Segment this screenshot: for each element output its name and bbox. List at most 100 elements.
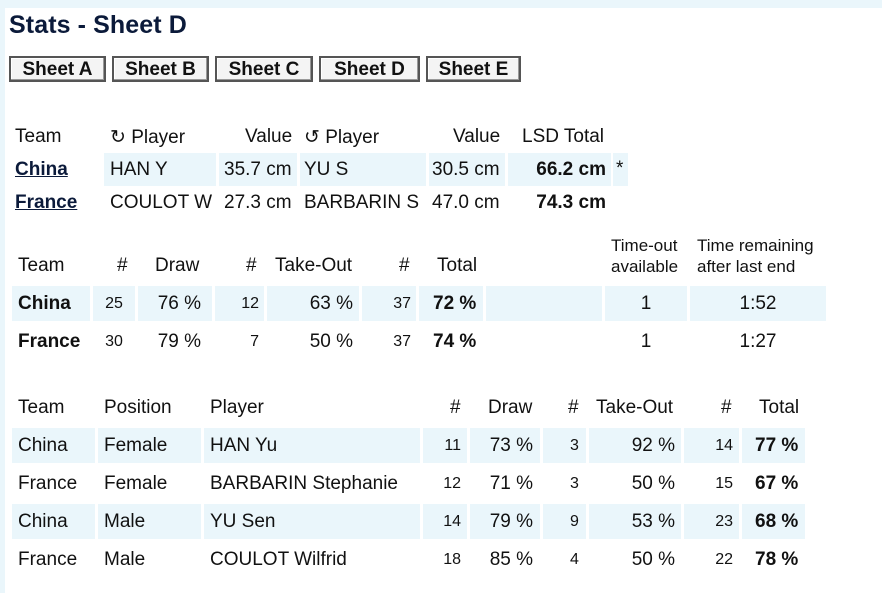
ps-takeout: 92 % — [631, 435, 675, 456]
ts-total: 74 % — [433, 331, 477, 352]
ts-header-n3: # — [399, 255, 410, 276]
tab-sheet-c[interactable]: Sheet C — [215, 56, 313, 82]
ts-header-takeout: Take-Out — [275, 255, 353, 276]
ps-takeout: 53 % — [631, 511, 675, 532]
ts-team: China — [18, 293, 71, 314]
ts-timeout: 1 — [640, 331, 652, 352]
ps-position: Female — [104, 473, 168, 494]
ts-header-team: Team — [18, 255, 65, 276]
team-link-china[interactable]: China — [15, 159, 68, 180]
tab-sheet-b[interactable]: Sheet B — [112, 56, 209, 82]
ts-cell-bg — [93, 286, 135, 321]
lsd-player2: BARBARIN S — [304, 192, 420, 213]
lsd-player1: COULOT W — [110, 192, 213, 213]
ps-header-player: Player — [210, 397, 264, 418]
ps-cell-bg — [589, 504, 681, 539]
ts-header-time-2: after last end — [697, 257, 796, 276]
ts-takeout: 63 % — [309, 293, 353, 314]
ts-header-timeout-1: Time-out — [611, 236, 678, 255]
ps-cell-bg — [684, 504, 739, 539]
ts-draw: 79 % — [157, 331, 201, 352]
ps-player: COULOT Wilfrid — [210, 549, 347, 570]
ts-takeout: 50 % — [309, 331, 353, 352]
lsd-cell-bg — [429, 153, 505, 186]
ts-header-draw: Draw — [155, 255, 200, 276]
ps-position: Male — [104, 549, 146, 570]
ps-cell-bg — [543, 428, 586, 463]
lsd-cell-bg — [300, 153, 426, 186]
ps-n2: 3 — [570, 437, 579, 454]
ps-header-n3: # — [721, 397, 732, 418]
ps-n3: 23 — [715, 513, 733, 530]
ps-cell-bg — [470, 428, 540, 463]
lsd-header-team: Team — [15, 126, 62, 147]
ps-n2: 9 — [570, 513, 579, 530]
ps-draw: 73 % — [489, 435, 533, 456]
ps-cell-bg — [589, 428, 681, 463]
ps-cell-bg — [12, 428, 95, 463]
ps-header-total: Total — [759, 397, 800, 418]
ps-n3: 22 — [715, 551, 733, 568]
ts-timeout: 1 — [640, 293, 652, 314]
ps-player: BARBARIN Stephanie — [210, 473, 398, 494]
ps-total: 67 % — [755, 473, 799, 494]
ps-header-n1: # — [450, 397, 461, 418]
ps-position: Female — [104, 435, 168, 456]
ps-takeout: 50 % — [631, 549, 675, 570]
team-link-france[interactable]: France — [15, 192, 78, 213]
ps-cell-bg — [204, 504, 420, 539]
ps-cell-bg — [98, 428, 201, 463]
left-strip — [0, 0, 5, 593]
ts-n2: 7 — [250, 333, 259, 350]
ts-total: 72 % — [433, 293, 477, 314]
ps-team: China — [18, 511, 68, 532]
ps-position: Male — [104, 511, 146, 532]
ps-total: 77 % — [755, 435, 799, 456]
ps-header-takeout: Take-Out — [596, 397, 674, 418]
ts-cell-bg — [362, 286, 416, 321]
ps-cell-bg — [543, 504, 586, 539]
ts-cell-bg — [690, 286, 826, 321]
ps-draw: 79 % — [489, 511, 533, 532]
ps-header-team: Team — [18, 397, 65, 418]
ts-cell-bg — [215, 286, 264, 321]
top-strip — [0, 0, 882, 8]
ts-team: France — [18, 331, 81, 352]
ps-takeout: 50 % — [631, 473, 675, 494]
ps-n2: 4 — [570, 551, 579, 568]
tab-sheet-e[interactable]: Sheet E — [426, 56, 521, 82]
tab-sheet-a[interactable]: Sheet A — [9, 56, 106, 82]
ps-total: 68 % — [755, 511, 799, 532]
lsd-header-value1: Value — [245, 126, 293, 147]
lsd-cell-bg — [508, 153, 611, 186]
tab-sheet-d[interactable]: Sheet D — [319, 56, 420, 82]
ts-n3: 37 — [393, 295, 411, 312]
ts-cell-bg — [419, 286, 483, 321]
ps-cell-bg — [423, 504, 467, 539]
ts-cell-bg — [267, 286, 359, 321]
ps-team: France — [18, 473, 78, 494]
ts-draw: 76 % — [157, 293, 201, 314]
lsd-total: 66.2 cm — [536, 159, 606, 180]
ts-cell-bg — [138, 286, 212, 321]
ts-n2: 12 — [241, 295, 259, 312]
lsd-cell-bg — [104, 153, 216, 186]
page-title: Stats - Sheet D — [9, 11, 187, 39]
lsd-mark: * — [616, 158, 624, 179]
ps-n1: 18 — [443, 551, 461, 568]
ps-player: HAN Yu — [210, 435, 278, 456]
ts-header-n2: # — [246, 255, 257, 276]
ts-cell-bg — [486, 286, 602, 321]
ps-cell-bg — [204, 428, 420, 463]
ps-n3: 14 — [715, 437, 733, 454]
ps-n3: 15 — [715, 475, 733, 492]
ts-cell-bg — [12, 286, 90, 321]
lsd-header-player1: ↻ Player — [110, 127, 186, 148]
ps-cell-bg — [12, 504, 95, 539]
ps-n2: 3 — [570, 475, 579, 492]
ps-n1: 12 — [443, 475, 461, 492]
ts-header-timeout-2: available — [611, 257, 679, 276]
ps-team: France — [18, 549, 78, 570]
lsd-value2: 30.5 cm — [432, 159, 500, 180]
ps-header-position: Position — [104, 397, 172, 418]
